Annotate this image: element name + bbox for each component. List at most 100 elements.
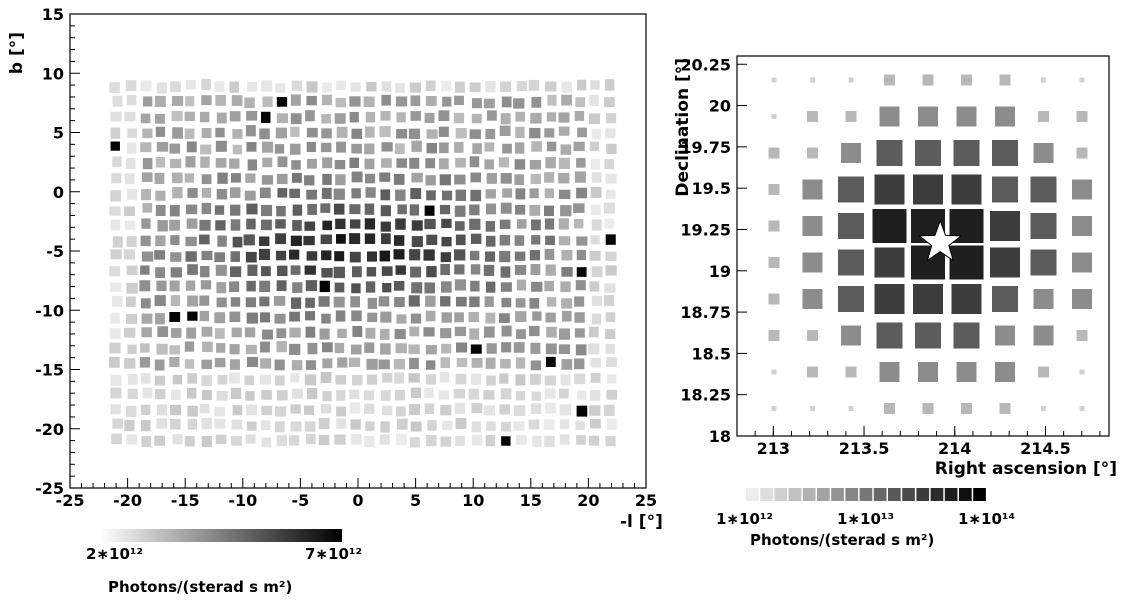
galactic-map-cell (560, 205, 572, 217)
galactic-map-cell (229, 372, 240, 384)
galactic-map-cell (455, 127, 467, 139)
galactic-map-cell (305, 110, 315, 122)
galactic-map-cell (124, 419, 135, 432)
galactic-map-cell (380, 110, 391, 121)
galactic-map-cell (127, 373, 138, 385)
galactic-map-cell (127, 128, 138, 138)
galactic-map-cell (333, 203, 345, 215)
galactic-map-cell (470, 264, 481, 275)
galactic-map-panel: -25 -20 -15 -10 -5 0 5 10 15 20 25 151050-5-10-15-… (7, 5, 663, 596)
galactic-map-cell (142, 172, 153, 182)
galactic-map-cell (244, 327, 256, 338)
galactic-map-cell (154, 359, 165, 371)
galactic-map-cell (322, 157, 333, 169)
galactic-map-cell (545, 264, 556, 276)
galactic-map-cell (306, 141, 316, 152)
galactic-map-cell (531, 141, 542, 152)
galactic-map-cell (124, 327, 136, 338)
galactic-map-cell (499, 250, 511, 263)
galactic-map-cell (439, 158, 449, 170)
galactic-map-cell (469, 156, 480, 168)
galactic-map-cell (589, 95, 599, 107)
galactic-map-cell (410, 421, 422, 432)
equatorial-map-cell (990, 211, 1020, 241)
equatorial-map-cell (922, 403, 934, 414)
galactic-map-cell (530, 173, 541, 185)
galactic-y-tick-label: -5 (46, 242, 64, 261)
galactic-map-cell (440, 281, 452, 293)
galactic-map-cell (408, 344, 420, 355)
galactic-map-cell (546, 112, 557, 122)
galactic-map-cell (380, 421, 390, 433)
galactic-map-cell (410, 266, 422, 278)
galactic-map-cell (577, 390, 587, 400)
galactic-map-cell (577, 127, 587, 138)
galactic-map-cell (185, 251, 197, 262)
galactic-map-cell (261, 204, 273, 217)
galactic-map-cell (426, 234, 438, 245)
galactic-map-cell (516, 329, 526, 340)
galactic-map-cell (216, 297, 227, 308)
galactic-map-cell (472, 143, 482, 154)
equatorial-map-cell (995, 325, 1015, 346)
galactic-map-cell (126, 282, 138, 294)
galactic-map-cell (156, 142, 169, 152)
galactic-map-cell (216, 343, 226, 353)
galactic-map-cell (139, 357, 151, 368)
galactic-map-cell (574, 358, 585, 370)
equatorial-colorbar-label-1e13: 1∗10¹³ (837, 510, 894, 528)
galactic-map-cell (352, 374, 363, 386)
galactic-map-cell (395, 82, 405, 94)
galactic-map-cell (468, 388, 480, 400)
galactic-map-cell (441, 218, 452, 229)
galactic-map-cell (381, 142, 393, 152)
galactic-map-cell (231, 436, 242, 446)
galactic-map-cell (367, 297, 378, 309)
galactic-y-tick-label: 10 (42, 64, 64, 83)
galactic-map-cell (260, 341, 270, 353)
galactic-map-cell (394, 296, 405, 308)
galactic-map-cell (561, 310, 572, 322)
galactic-map-cell (306, 251, 318, 261)
galactic-map-cell (454, 326, 467, 337)
galactic-map-cell (202, 341, 213, 353)
galactic-map-cell (306, 95, 317, 106)
galactic-map-cell (380, 390, 391, 401)
galactic-map-cell (335, 97, 346, 108)
equatorial-map-cell (1033, 143, 1054, 163)
galactic-map-cell (245, 125, 256, 137)
galactic-map-cell (410, 387, 422, 399)
galactic-map-cell (425, 80, 436, 92)
galactic-map-cell (424, 387, 434, 398)
galactic-map-cell (532, 435, 542, 447)
galactic-map-cell (201, 128, 212, 139)
galactic-map-cell (229, 158, 240, 169)
galactic-map-cell (305, 433, 316, 445)
galactic-map-cell (544, 248, 555, 260)
galactic-y-tick-label: -25 (35, 479, 64, 498)
galactic-map-cell (351, 171, 363, 183)
galactic-map-cell (561, 298, 573, 309)
galactic-map-cell (290, 235, 302, 246)
galactic-map-cell (486, 375, 496, 386)
galactic-map-cell (514, 235, 525, 246)
galactic-map-cell (530, 263, 541, 275)
galactic-map-cell (215, 264, 227, 276)
galactic-map-cell (157, 326, 169, 338)
galactic-map-cell (351, 128, 363, 139)
galactic-map-cell (393, 359, 405, 370)
galactic-map-cell (141, 327, 152, 338)
equatorial-map-cell (913, 284, 943, 314)
equatorial-map-cell (999, 403, 1011, 414)
galactic-map-cell (321, 268, 333, 278)
galactic-map-cell (140, 265, 150, 275)
galactic-map-cell (336, 389, 346, 401)
galactic-map-cell (441, 236, 452, 247)
galactic-map-cell (606, 418, 617, 430)
galactic-map-cell (395, 406, 406, 417)
galactic-x-tick-label: -15 (171, 491, 200, 510)
galactic-map-cell (110, 312, 120, 324)
galactic-map-cell (485, 221, 496, 232)
galactic-map-cell (513, 421, 525, 431)
galactic-map-cell (410, 188, 422, 200)
